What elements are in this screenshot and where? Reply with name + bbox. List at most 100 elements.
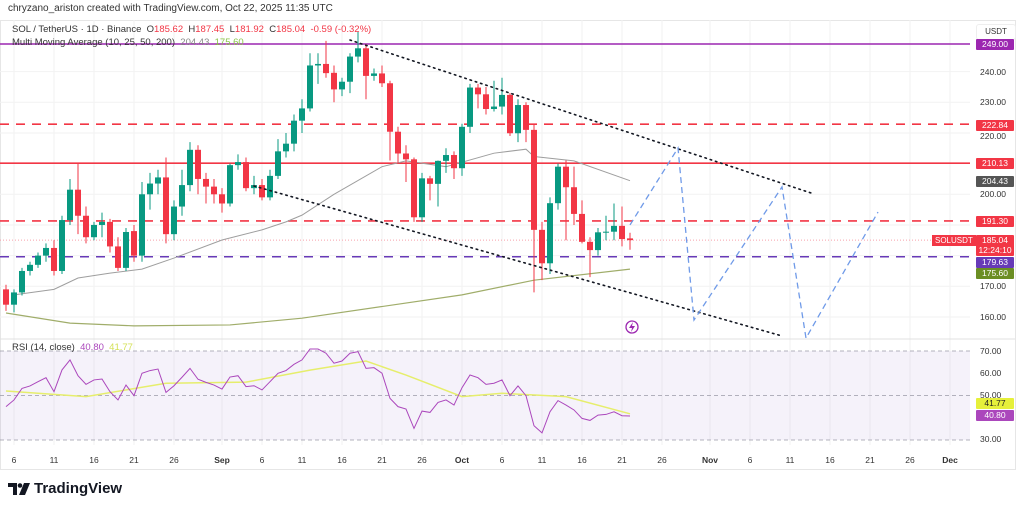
candle-body: [363, 48, 369, 76]
date-tick: 11: [785, 455, 795, 465]
candle-body: [419, 178, 425, 218]
candle-body: [19, 270, 25, 293]
candle-body: [323, 63, 329, 74]
ma-200-line: [5, 268, 631, 327]
candle-body: [51, 247, 57, 271]
date-tick: 21: [129, 455, 139, 465]
date-tick: 6: [259, 455, 265, 465]
date-tick: Oct: [454, 455, 470, 465]
ma-legend[interactable]: Multi Moving Average (10, 25, 50, 200) 2…: [12, 37, 244, 48]
tradingview-logo[interactable]: TradingView: [8, 480, 122, 497]
candle-body: [619, 225, 625, 240]
rsi-legend[interactable]: RSI (14, close) 40.80 41.77: [12, 342, 133, 353]
symbol-tag: SOLUSDT: [932, 235, 976, 246]
date-tick: Sep: [214, 455, 230, 465]
rsi-ma-label: 41.77: [976, 398, 1014, 409]
candle-body: [603, 231, 609, 233]
candle-body: [115, 246, 121, 268]
date-tick: 21: [617, 455, 627, 465]
date-tick: 21: [865, 455, 875, 465]
candle-body: [3, 289, 9, 305]
low-label: L: [229, 24, 235, 35]
candle-body: [531, 129, 537, 230]
candle-body: [259, 185, 265, 198]
ma-name: Multi Moving Average (10, 25, 50, 200): [12, 37, 176, 48]
change-value: -0.59 (-0.32%): [310, 24, 372, 35]
bar-countdown: 12:24:10: [978, 245, 1012, 255]
date-tick: 11: [49, 455, 59, 465]
candle-body: [379, 73, 385, 84]
price-label-191: 191.30: [976, 216, 1014, 227]
rsi-name: RSI (14, close): [12, 342, 75, 353]
candle-body: [27, 264, 33, 271]
candle-body: [243, 162, 249, 189]
date-tick: 16: [89, 455, 99, 465]
candle-body: [579, 213, 585, 242]
candle-body: [203, 178, 209, 187]
projection-path: [629, 145, 879, 341]
candle-body: [499, 94, 505, 107]
candle-body: [291, 120, 297, 144]
candle-body: [227, 165, 233, 204]
lightning-icon[interactable]: [625, 320, 639, 334]
rsi-tick: 60.00: [980, 368, 1002, 378]
ma-50-line: [13, 148, 631, 296]
candle-body: [339, 81, 345, 90]
candle-body: [459, 126, 465, 169]
rsi-tick: 30.00: [980, 434, 1002, 444]
candle-body: [83, 215, 89, 238]
ma200-price-label: 175.60: [976, 268, 1014, 279]
open-value: 185.62: [154, 24, 184, 35]
candle-body: [163, 177, 169, 235]
symbol-name: SOL / TetherUS · 1D · Binance: [12, 24, 142, 35]
rsi-value: 40.80: [80, 342, 104, 353]
date-tick: 6: [499, 455, 505, 465]
candle-body: [275, 151, 281, 176]
candle-body: [59, 220, 65, 271]
rsi-label: 40.80: [976, 410, 1014, 421]
rsi-pane: [0, 348, 970, 441]
ma-value-1: 204.43: [180, 37, 210, 48]
trendlines[interactable]: [253, 39, 879, 341]
rsi-ma-value: 41.77: [109, 342, 133, 353]
candle-body: [131, 231, 137, 256]
currency-button[interactable]: USDT: [976, 24, 1016, 40]
candle-body: [587, 241, 593, 251]
candle-body: [595, 232, 601, 251]
date-tick: 26: [169, 455, 179, 465]
date-tick: 16: [825, 455, 835, 465]
candle-body: [195, 149, 201, 179]
ma50-price-label: 204.43: [976, 176, 1014, 187]
high-label: H: [188, 24, 196, 35]
candle-body: [99, 221, 105, 225]
close-label: C: [269, 24, 277, 35]
symbol-legend: SOL / TetherUS · 1D · Binance O185.62 H1…: [12, 24, 371, 35]
candle-body: [507, 94, 513, 134]
candle-body: [155, 177, 161, 184]
tradingview-logo-icon: [8, 482, 30, 495]
rsi-ma-line: [5, 360, 631, 415]
price-tick: 200.00: [980, 189, 1006, 199]
candle-body: [267, 175, 273, 198]
price-tick: 160.00: [980, 312, 1006, 322]
rsi-tick: 70.00: [980, 346, 1002, 356]
price-tick: 220.00: [980, 131, 1006, 141]
date-tick: 16: [577, 455, 587, 465]
close-value: 185.04: [276, 24, 306, 35]
candle-body: [299, 108, 305, 121]
ma-value-2: 175.60: [214, 37, 244, 48]
candle-body: [315, 63, 321, 66]
candle-body: [427, 178, 433, 184]
candle-body: [611, 225, 617, 232]
horizontal-levels[interactable]: [0, 43, 970, 258]
candle-body: [179, 185, 185, 207]
author-line: chryzano_ariston created with TradingVie…: [8, 3, 333, 14]
brand-name: TradingView: [34, 480, 123, 497]
date-tick: 6: [11, 455, 17, 465]
last-price: 185.04: [982, 235, 1008, 245]
candle-body: [403, 153, 409, 160]
price-tick: 230.00: [980, 97, 1006, 107]
candle-body: [171, 206, 177, 235]
date-tick: 11: [297, 455, 307, 465]
